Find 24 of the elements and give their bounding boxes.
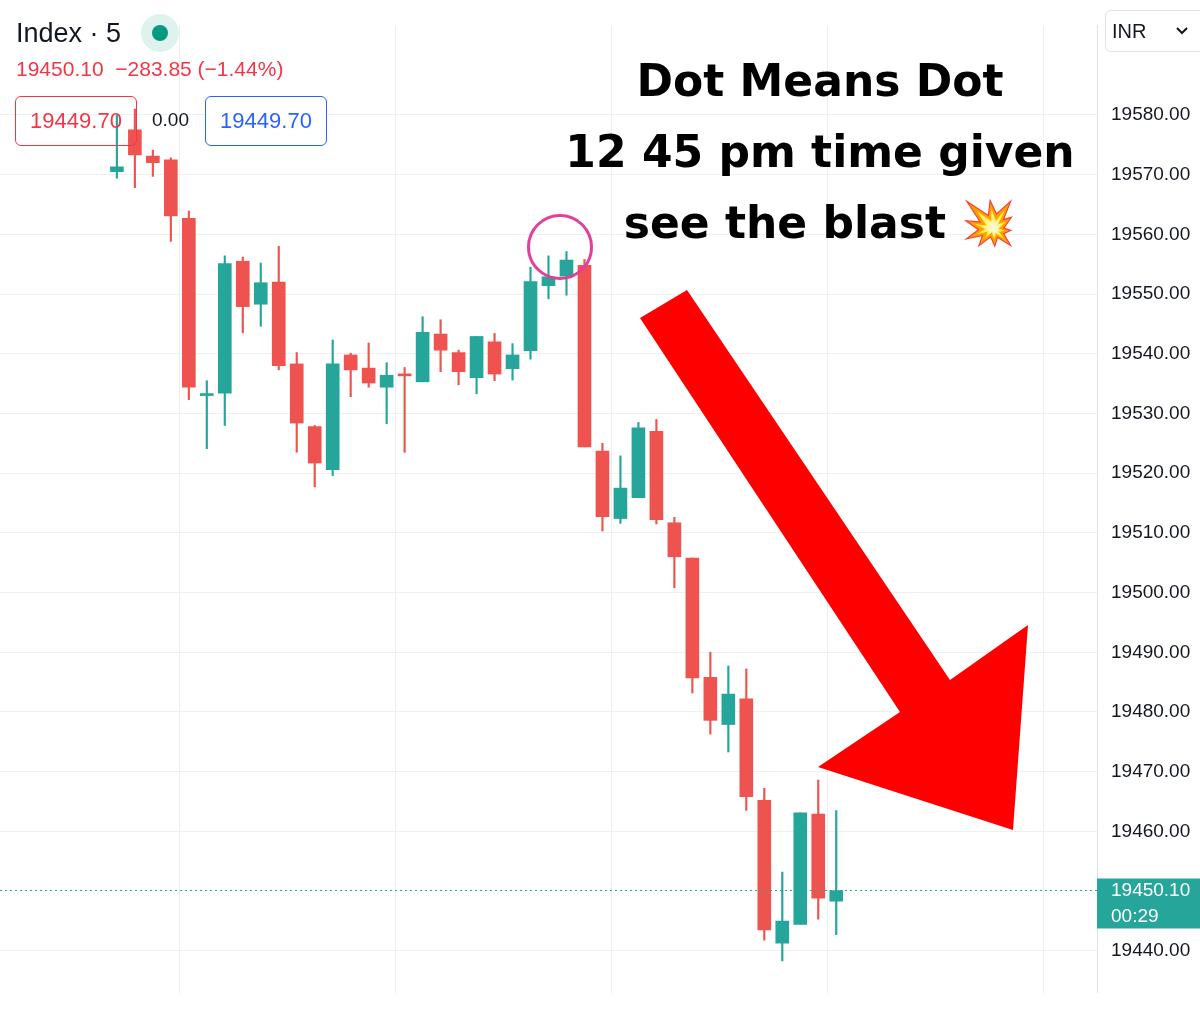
text: INR bbox=[1105, 10, 1200, 52]
y-tick-label: 19580.00 bbox=[1111, 103, 1191, 125]
annotation: 19449.70 bbox=[205, 96, 327, 146]
y-tick-label: 19480.00 bbox=[1111, 700, 1191, 722]
y-tick-label: 19560.00 bbox=[1111, 222, 1191, 244]
y-tick-label: 19490.00 bbox=[1111, 640, 1191, 662]
annotation: see the blast 💥 bbox=[622, 197, 1018, 249]
y-tick-label: 19530.00 bbox=[1111, 401, 1191, 423]
y-tick-label: 19550.00 bbox=[1111, 282, 1191, 304]
annotation: 12 45 pm time given bbox=[564, 126, 1076, 177]
y-tick-label: 19510.00 bbox=[1111, 521, 1191, 543]
y-tick-label: 19570.00 bbox=[1111, 162, 1191, 184]
y-tick-label: 19460.00 bbox=[1111, 819, 1191, 841]
y-tick-label: 19440.00 bbox=[1111, 939, 1191, 961]
y-tick-label: 19470.00 bbox=[1111, 759, 1191, 781]
text: 00:29 bbox=[1111, 904, 1159, 926]
y-tick-label: 19540.00 bbox=[1111, 342, 1191, 363]
text: 19450.10 −283.85 (−1.44%) bbox=[16, 57, 284, 81]
ref-line-label: 19450.10 bbox=[1111, 878, 1191, 900]
annotation: 0.00 bbox=[152, 109, 189, 131]
chart-title: Index · 5 bbox=[16, 17, 122, 49]
y-tick-label: 19520.00 bbox=[1111, 461, 1191, 483]
y-tick-label: 19500.00 bbox=[1111, 580, 1191, 602]
annotation: Dot Means Dot bbox=[635, 55, 1005, 106]
